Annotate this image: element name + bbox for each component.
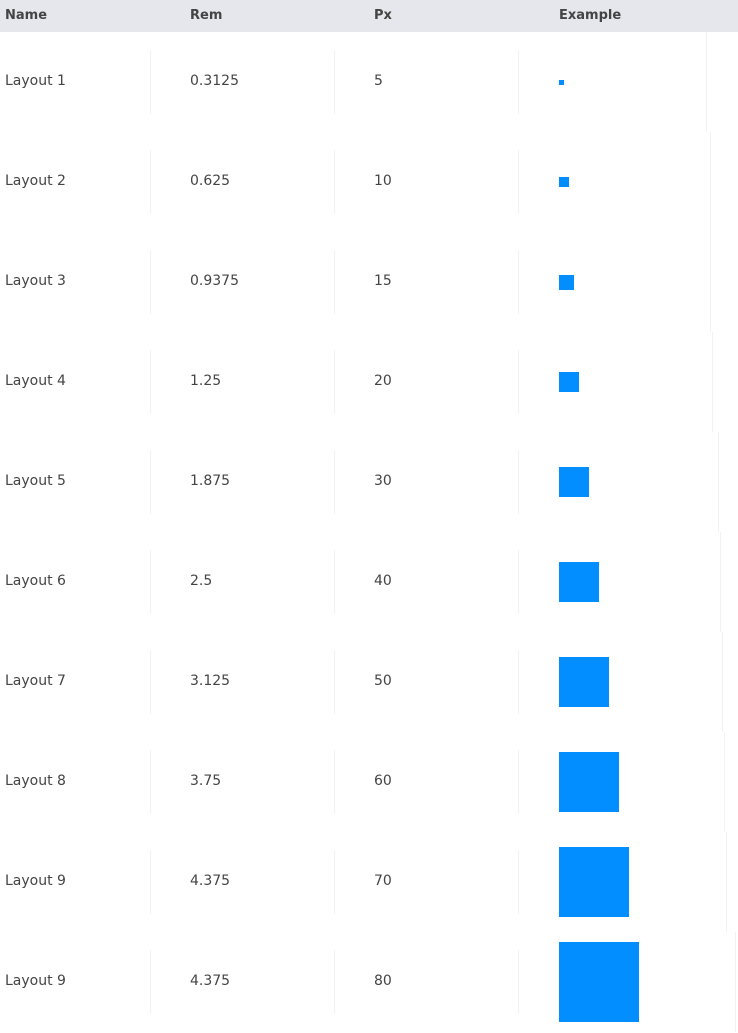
column-divider (518, 150, 519, 214)
size-example-swatch (559, 752, 619, 812)
column-divider (334, 550, 335, 614)
cell-name: Layout 3 (5, 273, 66, 289)
column-divider (518, 850, 519, 914)
column-divider (334, 450, 335, 514)
table-row: Layout 3 0.9375 15 (0, 232, 738, 332)
cell-px: 70 (374, 873, 392, 889)
size-example-swatch (559, 372, 579, 392)
column-divider (518, 450, 519, 514)
column-divider (150, 650, 151, 714)
column-divider (518, 650, 519, 714)
size-example-swatch (559, 274, 574, 290)
column-divider (150, 50, 151, 114)
column-divider (150, 450, 151, 514)
table-row: Layout 9 4.375 70 (0, 832, 738, 932)
size-example-swatch (559, 562, 599, 602)
table-row: Layout 4 1.25 20 (0, 332, 738, 432)
column-divider (150, 350, 151, 414)
column-divider (334, 650, 335, 714)
size-example-swatch (559, 79, 564, 85)
size-example-swatch (559, 847, 629, 917)
row-right-edge (735, 932, 736, 1032)
cell-px: 80 (374, 973, 392, 989)
size-example-swatch (559, 657, 609, 707)
cell-px: 20 (374, 373, 392, 389)
header-name: Name (5, 8, 48, 23)
size-example-swatch (559, 467, 589, 497)
cell-px: 10 (374, 173, 392, 189)
cell-px: 5 (374, 73, 383, 89)
cell-name: Layout 9 (5, 973, 66, 989)
column-divider (334, 950, 335, 1014)
size-example-swatch (559, 942, 639, 1022)
cell-name: Layout 8 (5, 773, 66, 789)
cell-name: Layout 4 (5, 373, 66, 389)
cell-rem: 4.375 (190, 973, 231, 989)
table-row: Layout 7 3.125 50 (0, 632, 738, 732)
header-px: Px (374, 8, 392, 23)
column-divider (518, 50, 519, 114)
table-row: Layout 8 3.75 60 (0, 732, 738, 832)
row-right-edge (724, 732, 725, 832)
column-divider (334, 50, 335, 114)
column-divider (334, 850, 335, 914)
column-divider (334, 150, 335, 214)
row-right-edge (718, 432, 719, 532)
table-row: Layout 1 0.3125 5 (0, 32, 738, 132)
cell-name: Layout 7 (5, 673, 66, 689)
column-divider (150, 550, 151, 614)
row-right-edge (726, 832, 727, 932)
cell-rem: 0.625 (190, 173, 231, 189)
row-right-edge (710, 132, 711, 232)
cell-rem: 1.875 (190, 473, 231, 489)
row-right-edge (710, 232, 711, 332)
table-header: Name Rem Px Example (0, 0, 738, 32)
cell-px: 50 (374, 673, 392, 689)
cell-name: Layout 1 (5, 73, 66, 89)
cell-px: 15 (374, 273, 392, 289)
table-row: Layout 6 2.5 40 (0, 532, 738, 632)
cell-rem: 4.375 (190, 873, 231, 889)
row-right-edge (712, 332, 713, 432)
cell-rem: 0.3125 (190, 73, 239, 89)
header-rem: Rem (190, 8, 223, 23)
header-example: Example (559, 8, 622, 23)
cell-name: Layout 9 (5, 873, 66, 889)
row-right-edge (722, 632, 723, 732)
table-row: Layout 2 0.625 10 (0, 132, 738, 232)
cell-name: Layout 2 (5, 173, 66, 189)
cell-rem: 3.75 (190, 773, 222, 789)
cell-px: 30 (374, 473, 392, 489)
cell-name: Layout 6 (5, 573, 66, 589)
cell-px: 40 (374, 573, 392, 589)
column-divider (518, 350, 519, 414)
column-divider (150, 950, 151, 1014)
column-divider (518, 550, 519, 614)
table-row: Layout 9 4.375 80 (0, 932, 738, 1032)
column-divider (334, 350, 335, 414)
column-divider (518, 950, 519, 1014)
row-right-edge (720, 532, 721, 632)
cell-rem: 2.5 (190, 573, 213, 589)
size-example-swatch (559, 177, 569, 187)
column-divider (518, 750, 519, 814)
cell-px: 60 (374, 773, 392, 789)
column-divider (334, 750, 335, 814)
cell-rem: 3.125 (190, 673, 231, 689)
column-divider (150, 250, 151, 314)
column-divider (150, 850, 151, 914)
cell-name: Layout 5 (5, 473, 66, 489)
cell-rem: 0.9375 (190, 273, 239, 289)
table-row: Layout 5 1.875 30 (0, 432, 738, 532)
cell-rem: 1.25 (190, 373, 222, 389)
column-divider (150, 150, 151, 214)
row-right-edge (706, 32, 707, 132)
column-divider (150, 750, 151, 814)
column-divider (334, 250, 335, 314)
column-divider (518, 250, 519, 314)
